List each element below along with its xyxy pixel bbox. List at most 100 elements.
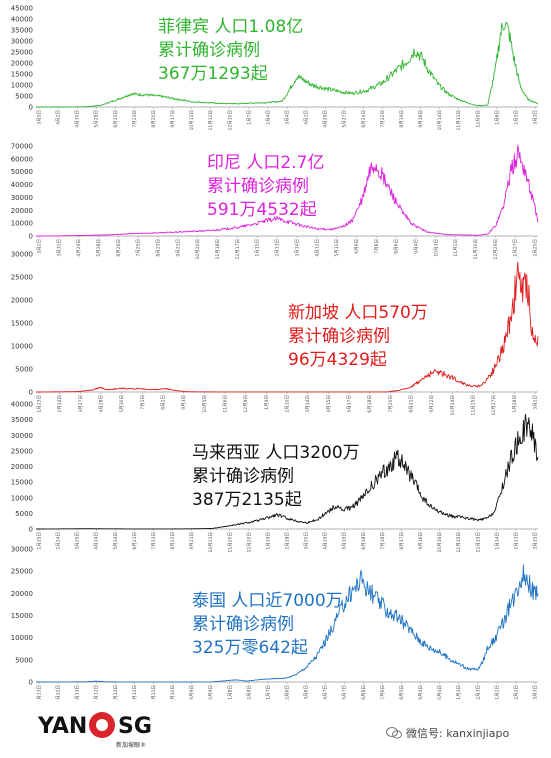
y-tick-label: 20000 <box>11 207 33 215</box>
x-tick-label: 11月6日 <box>223 395 229 413</box>
x-tick-label: 12月17日 <box>235 239 241 259</box>
y-tick-label: 40000 <box>11 16 33 24</box>
y-tick-label: 30000 <box>11 251 33 259</box>
x-tick-label: 2月18日 <box>285 532 291 550</box>
x-tick-label: 12月29日 <box>493 239 499 259</box>
x-tick-label: 2月1日 <box>513 685 519 700</box>
y-tick-label: 20000 <box>11 590 33 598</box>
x-tick-label: 3月5日 <box>37 110 43 125</box>
y-tick-label: 10000 <box>11 343 33 351</box>
y-tick-label: 5000 <box>15 366 33 374</box>
y-tick-label: 15000 <box>11 612 33 620</box>
y-tick-label: 0 <box>29 104 33 112</box>
chart-panel-2: 0 5000 10000 15000 20000 25000 30000 1月23日 2月24日… <box>11 251 539 416</box>
x-tick-label: 9月4日 <box>413 239 419 254</box>
wechat-icon <box>386 727 402 739</box>
logo-text-left: YAN <box>38 714 88 739</box>
y-tick-label: 10000 <box>11 82 33 90</box>
x-tick-label: 3月1日 <box>533 395 539 410</box>
x-tick-label: 1月7日 <box>246 110 252 125</box>
y-tick-label: 40000 <box>11 181 33 189</box>
x-tick-label: 4月24日 <box>94 532 100 550</box>
x-tick-label: 3月8日 <box>304 685 310 700</box>
chart-annotation-line: 96万4329起 <box>288 350 387 370</box>
x-tick-label: 5月30日 <box>119 395 125 413</box>
y-tick-label: 70000 <box>11 143 33 151</box>
x-tick-label: 10月9日 <box>208 685 214 700</box>
x-tick-label: 11月8日 <box>227 685 233 700</box>
x-tick-label: 12月9日 <box>475 110 481 128</box>
x-tick-label: 7月8日 <box>374 239 380 254</box>
y-tick-label: 60000 <box>11 155 33 163</box>
x-tick-label: 8月6日 <box>394 239 400 254</box>
y-tick-label: 15000 <box>11 320 33 328</box>
y-tick-label: 20000 <box>11 297 33 305</box>
x-tick-label: 7月20日 <box>388 395 394 413</box>
x-tick-label: 6月26日 <box>116 239 122 257</box>
x-tick-label: 8月10日 <box>170 685 176 700</box>
x-tick-label: 2月24日 <box>57 395 63 413</box>
chart-annotation-line: 累计确诊病例 <box>288 327 390 347</box>
x-tick-label: 7月25日 <box>136 239 142 257</box>
y-tick-label: 5000 <box>15 510 33 518</box>
y-tick-label: 0 <box>29 526 33 534</box>
x-tick-label: 4月12日 <box>94 685 100 700</box>
x-tick-label: 2月3日 <box>513 110 519 125</box>
x-tick-label: 5月11日 <box>334 239 340 257</box>
x-tick-label: 4月29日 <box>76 239 82 257</box>
series-line <box>36 144 539 237</box>
chart-annotation-line: 367万1293起 <box>158 64 268 84</box>
y-tick-label: 15000 <box>11 479 33 487</box>
x-tick-label: 8月5日 <box>399 685 405 700</box>
x-tick-label: 10月16日 <box>437 532 443 552</box>
x-tick-label: 6月24日 <box>361 110 367 128</box>
series-line <box>36 261 539 393</box>
x-tick-label: 9月16日 <box>418 110 424 128</box>
x-tick-label: 3月3日 <box>533 110 539 125</box>
x-tick-label: 8月23日 <box>156 239 162 257</box>
y-tick-label: 30000 <box>11 194 33 202</box>
y-tick-label: 30000 <box>11 432 33 440</box>
x-tick-label: 9月3日 <box>181 395 187 410</box>
x-tick-label: 9月17日 <box>170 110 176 128</box>
x-tick-label: 1月13日 <box>37 685 43 700</box>
x-tick-label: 5月28日 <box>94 110 100 128</box>
x-tick-label: 6月18日 <box>367 395 373 413</box>
x-tick-label: 3月25日 <box>75 532 81 550</box>
x-tick-label: 10月15日 <box>189 110 195 130</box>
x-tick-label: 9月21日 <box>189 532 195 550</box>
x-tick-label: 3月4日 <box>285 110 291 125</box>
x-tick-label: 12月27日 <box>491 395 497 415</box>
x-tick-label: 2月12日 <box>56 685 62 700</box>
x-tick-label: 1月28日 <box>512 395 518 413</box>
x-tick-label: 10月24日 <box>450 395 456 415</box>
y-tick-label: 35000 <box>11 416 33 424</box>
x-tick-label: 3月14日 <box>294 239 300 257</box>
chart-annotation-line: 新加坡 人口570万 <box>288 303 428 323</box>
x-tick-label: 12月8日 <box>246 685 252 700</box>
chart-annotation-line: 马来西亚 人口3200万 <box>192 443 360 463</box>
y-tick-label: 50000 <box>11 168 33 176</box>
chart-annotation-line: 591万4532起 <box>207 200 317 220</box>
chart-annotation-line: 泰国 人口近7000万 <box>192 591 343 611</box>
wechat-id: 微信号: kanxinjiapo <box>386 725 509 741</box>
x-tick-label: 11月15日 <box>456 532 462 552</box>
y-tick-label: 10000 <box>11 220 33 228</box>
y-tick-label: 15000 <box>11 71 33 79</box>
x-tick-label: 4月19日 <box>323 532 329 550</box>
x-tick-label: 1月23日 <box>37 395 43 413</box>
y-tick-label: 30000 <box>11 38 33 46</box>
x-tick-label: 4月7日 <box>323 685 329 700</box>
x-tick-label: 3月15日 <box>533 532 539 550</box>
x-tick-label: 9月22日 <box>429 395 435 413</box>
x-tick-label: 4月28日 <box>99 395 105 413</box>
x-tick-label: 3月27日 <box>78 395 84 413</box>
x-tick-label: 5月27日 <box>342 110 348 128</box>
x-tick-label: 5月19日 <box>342 532 348 550</box>
x-tick-label: 9月9日 <box>189 685 195 700</box>
x-tick-label: 1月25日 <box>37 532 43 550</box>
y-tick-label: 30000 <box>11 546 33 554</box>
x-tick-label: 1月14日 <box>494 532 500 550</box>
x-tick-label: 12月10日 <box>227 110 233 130</box>
x-tick-label: 5月28日 <box>96 239 102 257</box>
